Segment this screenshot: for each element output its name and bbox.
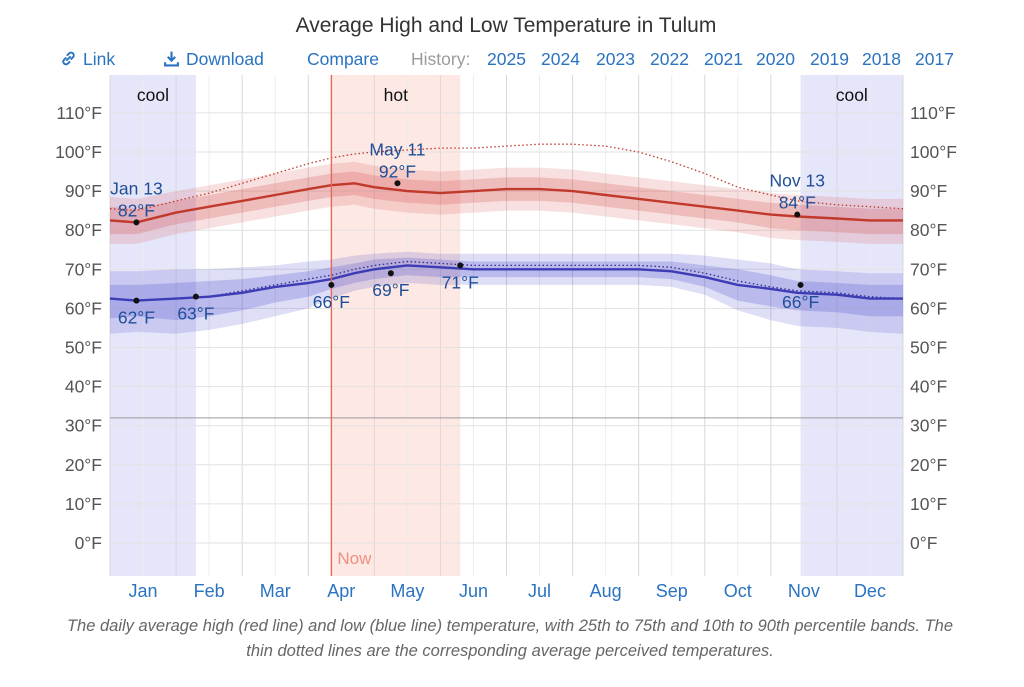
y-tick-label-right: 30°F [910, 416, 947, 436]
y-tick-label-right: 50°F [910, 338, 947, 358]
y-tick-label-right: 110°F [910, 103, 956, 123]
history-year-2025[interactable]: 2025 [487, 49, 526, 69]
annotation-point [387, 270, 394, 277]
y-tick-label-right: 90°F [910, 181, 947, 201]
compare-button[interactable]: Compare [307, 49, 379, 69]
now-label: Now [337, 549, 372, 568]
y-tick-label-right: 10°F [910, 494, 947, 514]
y-tick-label-left: 70°F [65, 259, 102, 279]
download-button[interactable]: Download [163, 49, 264, 70]
annotation-date: May 11 [369, 139, 425, 159]
month-label: Jan [129, 581, 158, 601]
y-tick-label-left: 60°F [65, 298, 102, 318]
y-tick-label-right: 60°F [910, 298, 947, 318]
annotation-value: 71°F [442, 272, 479, 292]
high-band-10-90 [110, 161, 903, 244]
season-label-cool: cool [137, 85, 169, 105]
y-tick-label-left: 90°F [65, 181, 102, 201]
history-year-2019[interactable]: 2019 [810, 49, 849, 69]
annotation-value: 66°F [313, 292, 350, 312]
history-year-2017[interactable]: 2017 [915, 49, 954, 69]
annotation-point [794, 211, 801, 218]
month-label: Feb [194, 581, 225, 601]
season-label-cool: cool [836, 85, 868, 105]
month-label: Jul [528, 581, 551, 601]
season-label-hot: hot [384, 85, 408, 105]
month-label: Dec [854, 581, 886, 601]
perceived-low-line [109, 260, 904, 302]
y-tick-label-left: 110°F [56, 103, 102, 123]
history-year-2020[interactable]: 2020 [756, 49, 795, 69]
low-band-10-90 [110, 251, 903, 334]
y-tick-label-left: 80°F [65, 220, 102, 240]
month-label: Aug [590, 581, 622, 601]
high-band-25-75 [110, 171, 903, 235]
annotation-value: 63°F [177, 304, 214, 324]
annotation-point [133, 219, 140, 226]
link-button[interactable]: Link [60, 49, 115, 70]
temperature-chart: 0°F 0°F 10°F 10°F 20°F 20°F 30°F 30°F 40°F 40°F 50… [55, 75, 957, 601]
chart-caption: The daily average high (red line) and lo… [66, 617, 954, 660]
chart-title: Average High and Low Temperature in Tulu… [295, 14, 717, 37]
y-tick-label-left: 100°F [55, 142, 102, 162]
y-tick-label-right: 100°F [910, 142, 957, 162]
annotation-value: 62°F [118, 308, 155, 328]
month-label: Nov [788, 581, 820, 601]
low-band-25-75 [110, 257, 903, 321]
link-label: Link [83, 49, 116, 69]
month-label: Sep [656, 581, 688, 601]
y-tick-label-left: 30°F [65, 416, 102, 436]
y-tick-label-right: 80°F [910, 220, 947, 240]
month-label: Mar [260, 581, 291, 601]
history-year-2024[interactable]: 2024 [541, 49, 580, 69]
link-icon [62, 51, 75, 66]
history-year-2021[interactable]: 2021 [704, 49, 743, 69]
y-tick-label-left: 20°F [65, 455, 102, 475]
y-tick-label-left: 10°F [65, 494, 102, 514]
download-icon [164, 51, 179, 67]
y-tick-label-left: 50°F [65, 338, 102, 358]
download-label: Download [186, 49, 264, 69]
history-year-2022[interactable]: 2022 [650, 49, 689, 69]
annotation-date: Nov 13 [770, 171, 825, 191]
history-label: History: [411, 49, 471, 69]
y-tick-label-right: 70°F [910, 259, 947, 279]
y-tick-label-right: 0°F [910, 533, 937, 553]
y-tick-label-left: 0°F [75, 533, 102, 553]
month-label: Jun [459, 581, 488, 601]
month-label: Oct [724, 581, 752, 601]
annotation-value: 66°F [782, 292, 819, 312]
annotation-point [457, 262, 464, 269]
annotation-point [797, 281, 804, 288]
annotation-value: 92°F [379, 161, 416, 181]
annotation-point [192, 293, 199, 300]
month-label: Apr [327, 581, 355, 601]
season-band-cool [800, 75, 903, 576]
annotation-date: Jan 13 [110, 178, 163, 198]
annotation-point [328, 281, 335, 288]
annotation-point [394, 180, 401, 187]
season-band-cool [110, 75, 196, 576]
y-tick-label-left: 40°F [65, 377, 102, 397]
month-label: May [390, 581, 424, 601]
average-low-line [109, 264, 903, 302]
annotation-value: 69°F [372, 280, 409, 300]
annotation-point [133, 297, 140, 304]
y-tick-label-right: 40°F [910, 377, 947, 397]
season-band-hot [331, 75, 461, 576]
y-tick-label-right: 20°F [910, 455, 947, 475]
history-year-2023[interactable]: 2023 [596, 49, 635, 69]
history-year-2018[interactable]: 2018 [862, 49, 901, 69]
annotation-value: 84°F [779, 193, 816, 213]
average-high-line [109, 182, 903, 224]
annotation-value: 82°F [118, 200, 155, 220]
